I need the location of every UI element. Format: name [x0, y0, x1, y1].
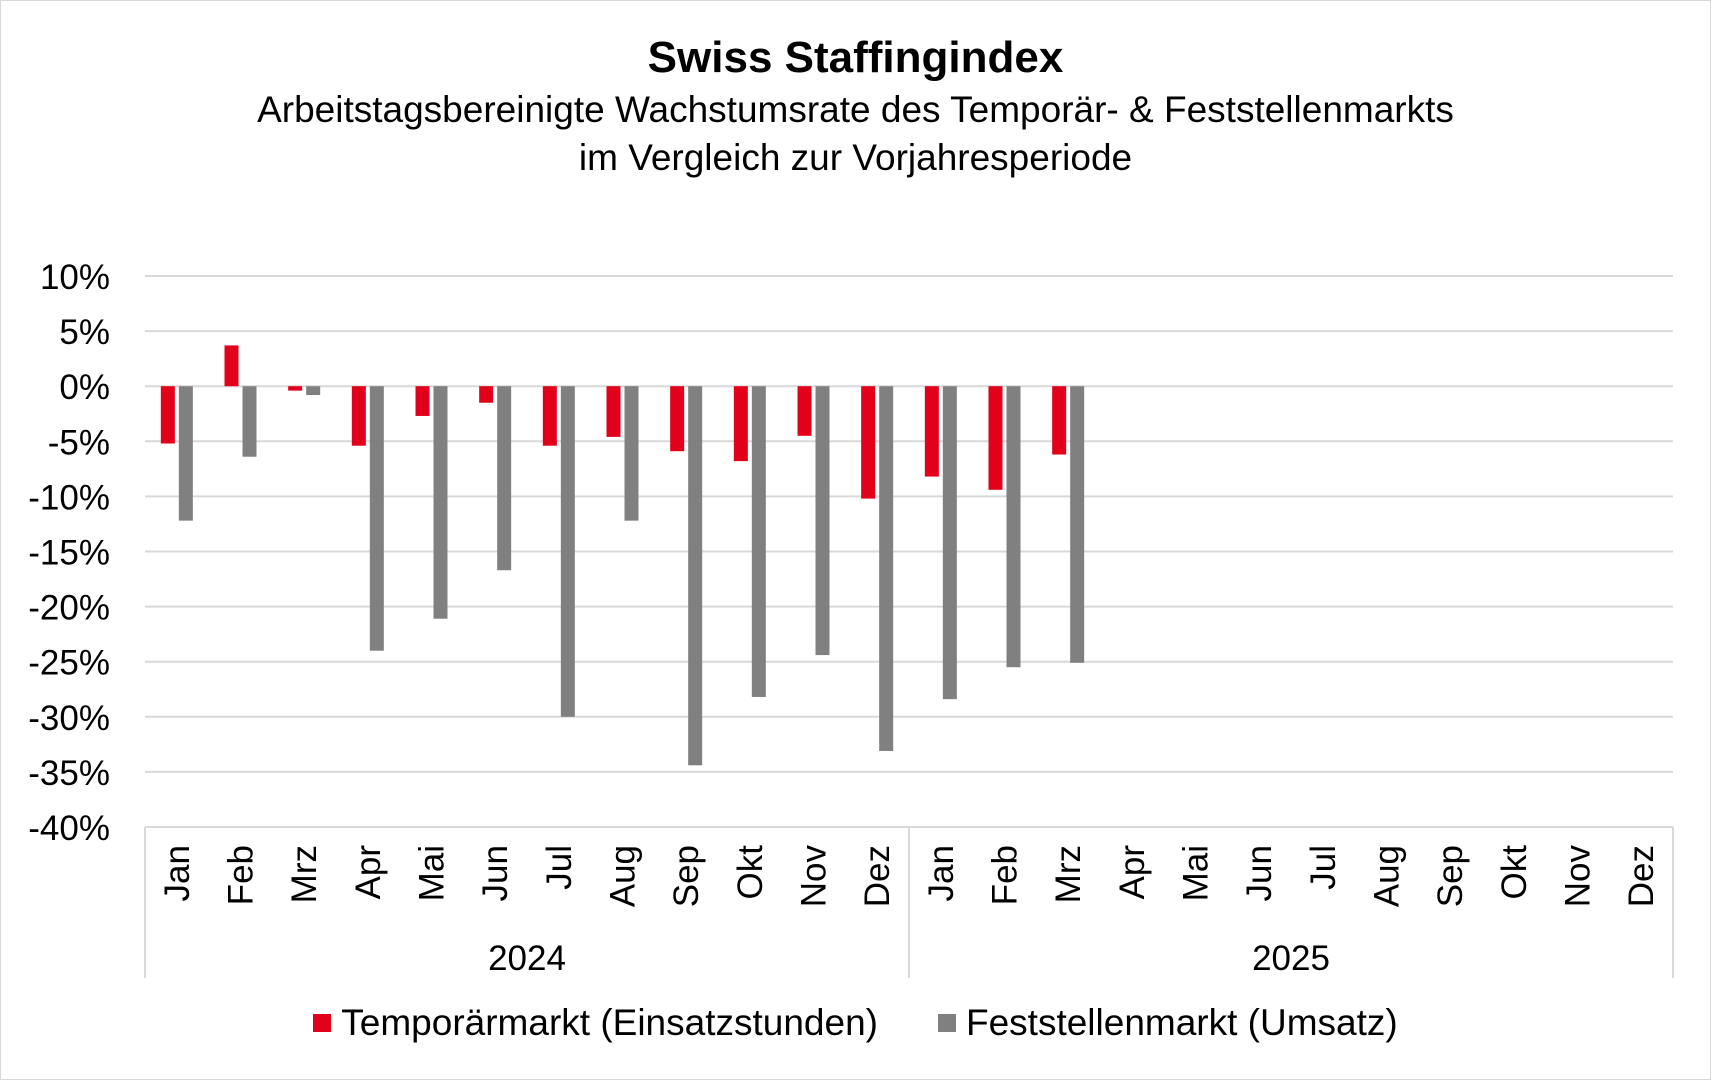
group-label: 2024 [488, 939, 566, 978]
x-tick-label: Jan [922, 845, 961, 901]
x-tick-label: Apr [1113, 845, 1152, 900]
y-tick-label: 10% [40, 258, 110, 297]
legend-swatch-temporaermarkt [313, 1014, 332, 1032]
x-tick-label: Mai [1177, 845, 1216, 901]
y-tick-label: -5% [48, 423, 110, 462]
x-tick-label: Sep [1431, 845, 1470, 907]
y-tick-label: -40% [28, 809, 110, 848]
bar-temporaermarkt [160, 386, 175, 444]
bar-feststellenmarkt [688, 386, 703, 766]
y-tick-label: -20% [28, 589, 110, 628]
x-tick-label: Mrz [1049, 845, 1088, 903]
bar-temporaermarkt [924, 386, 939, 477]
y-tick-label: -10% [28, 478, 110, 517]
bar-feststellenmarkt [433, 386, 448, 619]
bar-feststellenmarkt [1006, 386, 1021, 668]
bar-feststellenmarkt [306, 386, 321, 396]
x-tick-label: Apr [349, 845, 388, 900]
x-tick-label: Okt [1495, 845, 1534, 900]
group-label: 2025 [1252, 939, 1330, 978]
bar-temporaermarkt [415, 386, 430, 416]
bar-temporaermarkt [797, 386, 812, 436]
x-tick-label: Jun [476, 845, 515, 901]
x-tick-label: Jul [1304, 845, 1343, 890]
chart-subtitle-line-1: Arbeitstagsbereinigte Wachstumsrate des … [257, 89, 1454, 130]
x-tick-label: Mai [413, 845, 452, 901]
bar-feststellenmarkt [624, 386, 639, 521]
legend-label-feststellenmarkt: Feststellenmarkt (Umsatz) [965, 1002, 1398, 1043]
x-tick-label: Feb [986, 845, 1025, 905]
bar-feststellenmarkt [1070, 386, 1085, 663]
x-tick-label: Okt [731, 845, 770, 900]
bar-temporaermarkt [670, 386, 685, 452]
bar-temporaermarkt [606, 386, 621, 437]
bar-temporaermarkt [351, 386, 366, 446]
x-tick-label: Dez [858, 845, 897, 907]
bar-temporaermarkt [861, 386, 876, 499]
y-tick-label: -30% [28, 699, 110, 738]
bar-feststellenmarkt [751, 386, 766, 697]
y-tick-label: -25% [28, 644, 110, 683]
y-tick-label: -15% [28, 534, 110, 573]
bar-temporaermarkt [542, 386, 557, 446]
chart-title-block: Swiss Staffingindex Arbeitstagsbereinigt… [0, 30, 1711, 182]
bar-temporaermarkt [988, 386, 1003, 490]
bar-temporaermarkt [288, 386, 303, 391]
legend-label-temporaermarkt: Temporärmarkt (Einsatzstunden) [341, 1002, 878, 1043]
legend-item-feststellenmarkt: Feststellenmarkt (Umsatz) [937, 1002, 1398, 1044]
bar-temporaermarkt [1052, 386, 1067, 455]
y-tick-label: -35% [28, 754, 110, 793]
bar-feststellenmarkt [497, 386, 512, 571]
bar-feststellenmarkt [560, 386, 575, 717]
y-tick-label: 0% [59, 368, 110, 407]
bar-feststellenmarkt [242, 386, 257, 457]
chart-subtitle-line-2: im Vergleich zur Vorjahresperiode [578, 137, 1133, 178]
x-tick-label: Dez [1622, 845, 1661, 907]
x-tick-label: Nov [1559, 845, 1598, 908]
bar-feststellenmarkt [369, 386, 384, 651]
x-tick-label: Sep [667, 845, 706, 907]
x-tick-label: Mrz [285, 845, 324, 903]
bar-temporaermarkt [224, 345, 239, 387]
legend-item-temporaermarkt: Temporärmarkt (Einsatzstunden) [313, 1002, 878, 1044]
x-tick-label: Jan [158, 845, 197, 901]
x-tick-label: Nov [795, 845, 834, 908]
x-tick-label: Aug [1368, 845, 1407, 907]
x-tick-label: Feb [222, 845, 261, 905]
bar-temporaermarkt [733, 386, 748, 462]
chart-title: Swiss Staffingindex [647, 33, 1064, 82]
bar-chart: 10% 5% 0% -5% -10% -15% -20% -25% -30% -35% -40% 20… [28, 258, 1674, 978]
bar-feststellenmarkt [942, 386, 957, 700]
x-tick-label: Aug [604, 845, 643, 907]
x-tick-label: Jul [540, 845, 579, 890]
bar-feststellenmarkt [879, 386, 894, 751]
bar-feststellenmarkt [178, 386, 193, 521]
x-tick-label: Jun [1240, 845, 1279, 901]
bar-temporaermarkt [479, 386, 494, 403]
legend-swatch-feststellenmarkt [937, 1014, 956, 1032]
bar-feststellenmarkt [815, 386, 830, 656]
chart-legend: Temporärmarkt (Einsatzstunden) Feststell… [0, 1002, 1711, 1044]
y-tick-label: 5% [59, 313, 110, 352]
